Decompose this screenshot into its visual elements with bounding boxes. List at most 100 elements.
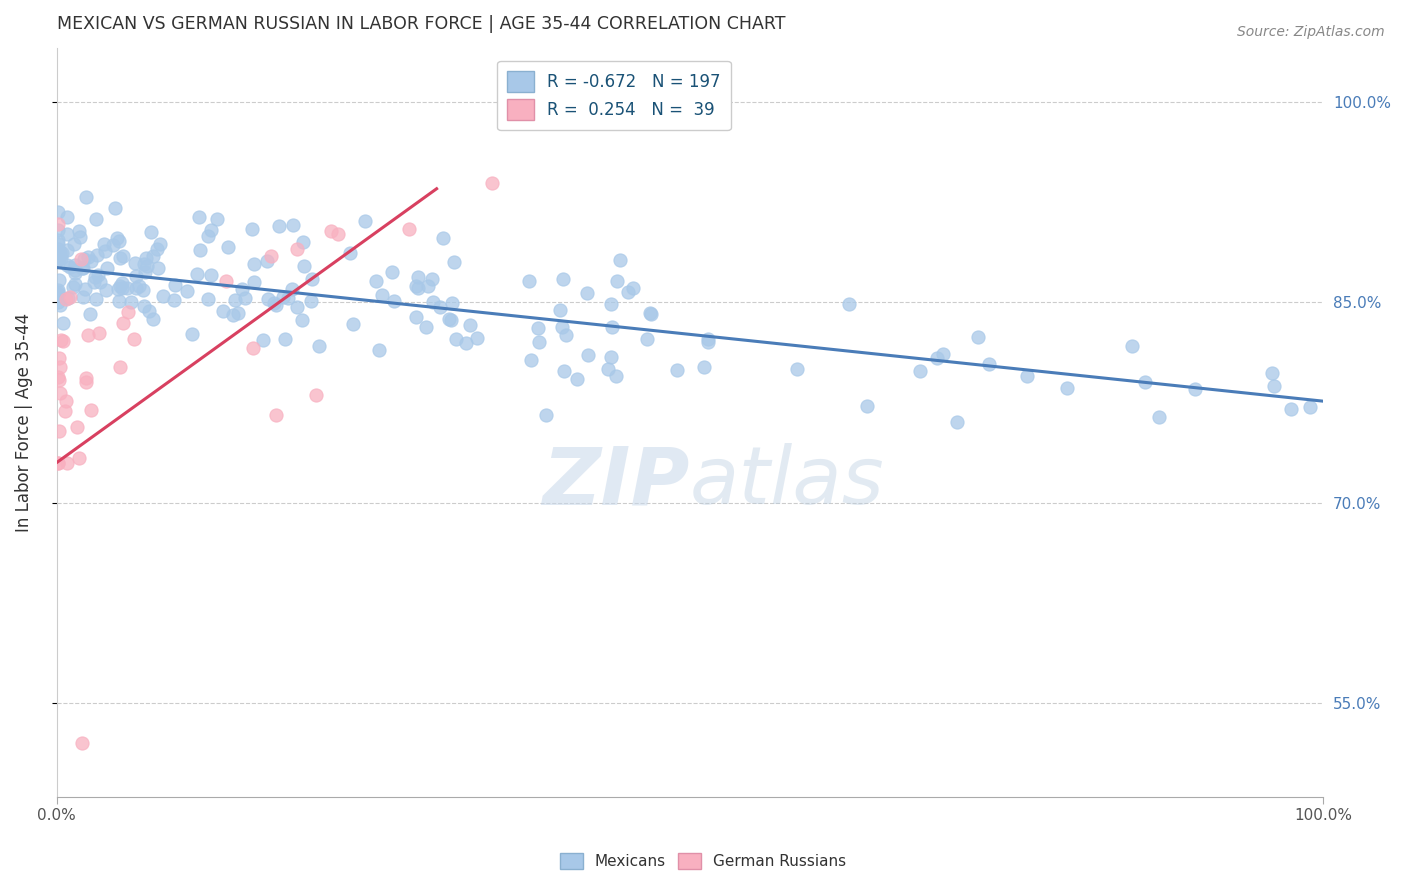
- Point: [93, 237, 115, 252]
- Point: [242, 341, 264, 355]
- Point: [456, 335, 478, 350]
- Point: [75, 375, 97, 389]
- Point: [205, 212, 228, 227]
- Point: [134, 257, 156, 271]
- Point: [548, 303, 571, 318]
- Point: [364, 274, 387, 288]
- Point: [108, 234, 131, 248]
- Point: [73, 252, 96, 266]
- Point: [111, 280, 134, 294]
- Point: [416, 278, 439, 293]
- Point: [551, 319, 574, 334]
- Point: [125, 281, 148, 295]
- Point: [534, 408, 557, 422]
- Point: [107, 281, 129, 295]
- Point: [59, 290, 82, 304]
- Point: [55, 292, 77, 306]
- Point: [52, 334, 75, 348]
- Point: [321, 224, 343, 238]
- Point: [292, 259, 315, 273]
- Point: [520, 353, 543, 368]
- Point: [75, 282, 97, 296]
- Point: [640, 307, 662, 321]
- Point: [285, 300, 308, 314]
- Point: [145, 242, 167, 256]
- Point: [342, 317, 364, 331]
- Point: [197, 229, 219, 244]
- Point: [1299, 400, 1322, 414]
- Point: [1056, 381, 1078, 395]
- Point: [186, 268, 208, 282]
- Point: [281, 218, 304, 232]
- Point: [554, 327, 576, 342]
- Point: [115, 280, 138, 294]
- Point: [72, 260, 94, 275]
- Point: [285, 242, 308, 256]
- Point: [63, 277, 86, 291]
- Point: [200, 268, 222, 282]
- Point: [70, 261, 93, 276]
- Point: [51, 246, 73, 260]
- Point: [197, 292, 219, 306]
- Point: [56, 258, 79, 272]
- Point: [429, 301, 451, 315]
- Point: [76, 327, 98, 342]
- Point: [63, 266, 86, 280]
- Point: [517, 274, 540, 288]
- Point: [46, 242, 69, 256]
- Point: [48, 251, 70, 265]
- Point: [257, 293, 280, 307]
- Point: [63, 262, 86, 277]
- Point: [405, 279, 427, 293]
- Point: [371, 288, 394, 302]
- Point: [1133, 375, 1156, 389]
- Point: [58, 291, 80, 305]
- Point: [94, 283, 117, 297]
- Point: [927, 351, 949, 365]
- Point: [105, 231, 128, 245]
- Point: [616, 285, 638, 299]
- Point: [142, 312, 165, 326]
- Point: [527, 320, 550, 334]
- Point: [152, 289, 174, 303]
- Point: [381, 265, 404, 279]
- Point: [67, 450, 90, 465]
- Point: [51, 251, 73, 265]
- Point: [264, 409, 287, 423]
- Point: [308, 339, 330, 353]
- Point: [48, 217, 70, 231]
- Text: MEXICAN VS GERMAN RUSSIAN IN LABOR FORCE | AGE 35-44 CORRELATION CHART: MEXICAN VS GERMAN RUSSIAN IN LABOR FORCE…: [56, 15, 785, 33]
- Point: [56, 227, 79, 241]
- Point: [291, 313, 314, 327]
- Point: [132, 299, 155, 313]
- Point: [606, 274, 628, 288]
- Point: [46, 233, 69, 247]
- Point: [122, 332, 145, 346]
- Point: [142, 249, 165, 263]
- Point: [443, 255, 465, 269]
- Point: [48, 351, 70, 365]
- Point: [62, 280, 84, 294]
- Point: [108, 251, 131, 265]
- Point: [49, 298, 72, 312]
- Point: [48, 373, 70, 387]
- Point: [46, 222, 69, 236]
- Legend: R = -0.672   N = 197, R =  0.254   N =  39: R = -0.672 N = 197, R = 0.254 N = 39: [498, 61, 731, 130]
- Text: atlas: atlas: [690, 443, 884, 522]
- Point: [217, 240, 239, 254]
- Point: [128, 279, 150, 293]
- Point: [104, 201, 127, 215]
- Point: [1147, 410, 1170, 425]
- Point: [553, 364, 575, 378]
- Point: [406, 280, 429, 294]
- Point: [135, 251, 157, 265]
- Point: [444, 333, 467, 347]
- Point: [420, 272, 443, 286]
- Point: [222, 308, 245, 322]
- Point: [339, 246, 361, 260]
- Point: [267, 219, 290, 234]
- Point: [200, 223, 222, 237]
- Point: [56, 243, 79, 257]
- Point: [266, 298, 288, 312]
- Point: [132, 283, 155, 297]
